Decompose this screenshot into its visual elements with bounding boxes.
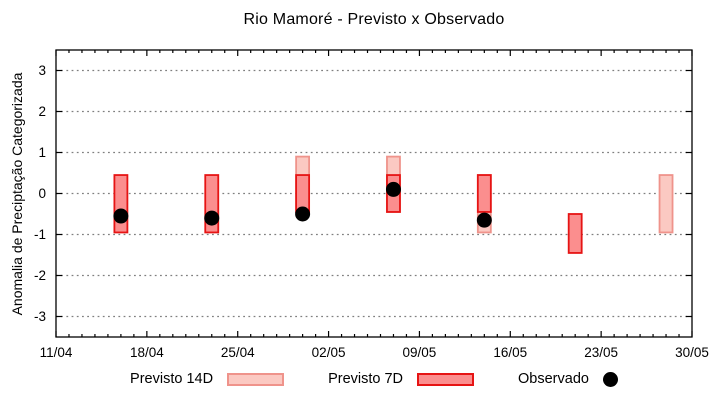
y-tick-label: 0 [38,186,46,201]
previsto-14d-swatch-icon [227,372,285,386]
x-tick-label: 30/05 [675,345,709,360]
legend-label-previsto-7d: Previsto 7D [328,371,404,387]
legend: Previsto 14D Previsto 7D Observado [0,371,720,387]
y-tick-label: -1 [34,227,46,242]
range-bar-previsto-14d [658,174,674,234]
y-tick-label: 3 [38,63,46,78]
legend-item-previsto-14d: Previsto 14D [130,371,285,387]
plot-border [55,49,693,338]
range-bar-previsto-7d [295,174,311,213]
y-tick-label: -3 [34,309,46,324]
legend-item-previsto-7d: Previsto 7D [328,371,475,387]
legend-label-previsto-14d: Previsto 14D [130,371,214,387]
observed-dot [295,206,311,222]
y-tick-label: -2 [34,268,46,283]
observado-dot-icon [602,371,618,387]
x-tick-label: 02/05 [312,345,346,360]
y-tick-label: 2 [38,104,46,119]
range-bar-previsto-7d [567,213,583,254]
x-tick-label: 18/04 [130,345,164,360]
range-bar-previsto-7d [113,174,129,234]
observed-dot [476,212,492,228]
chart-title: Rio Mamoré - Previsto x Observado [243,11,505,28]
x-tick-label: 23/05 [584,345,618,360]
y-tick-label: 1 [38,145,46,160]
x-tick-label: 16/05 [493,345,527,360]
x-tick-label: 11/04 [40,345,73,360]
legend-label-observado: Observado [518,371,589,387]
previsto-7d-swatch-icon [417,372,475,386]
observed-dot [204,210,220,226]
observed-dot [113,208,129,224]
range-bar-previsto-7d [476,174,492,213]
x-tick-label: 09/05 [403,345,437,360]
legend-item-observado: Observado [518,371,618,387]
x-tick-label: 25/04 [221,345,255,360]
observed-dot [385,181,401,197]
